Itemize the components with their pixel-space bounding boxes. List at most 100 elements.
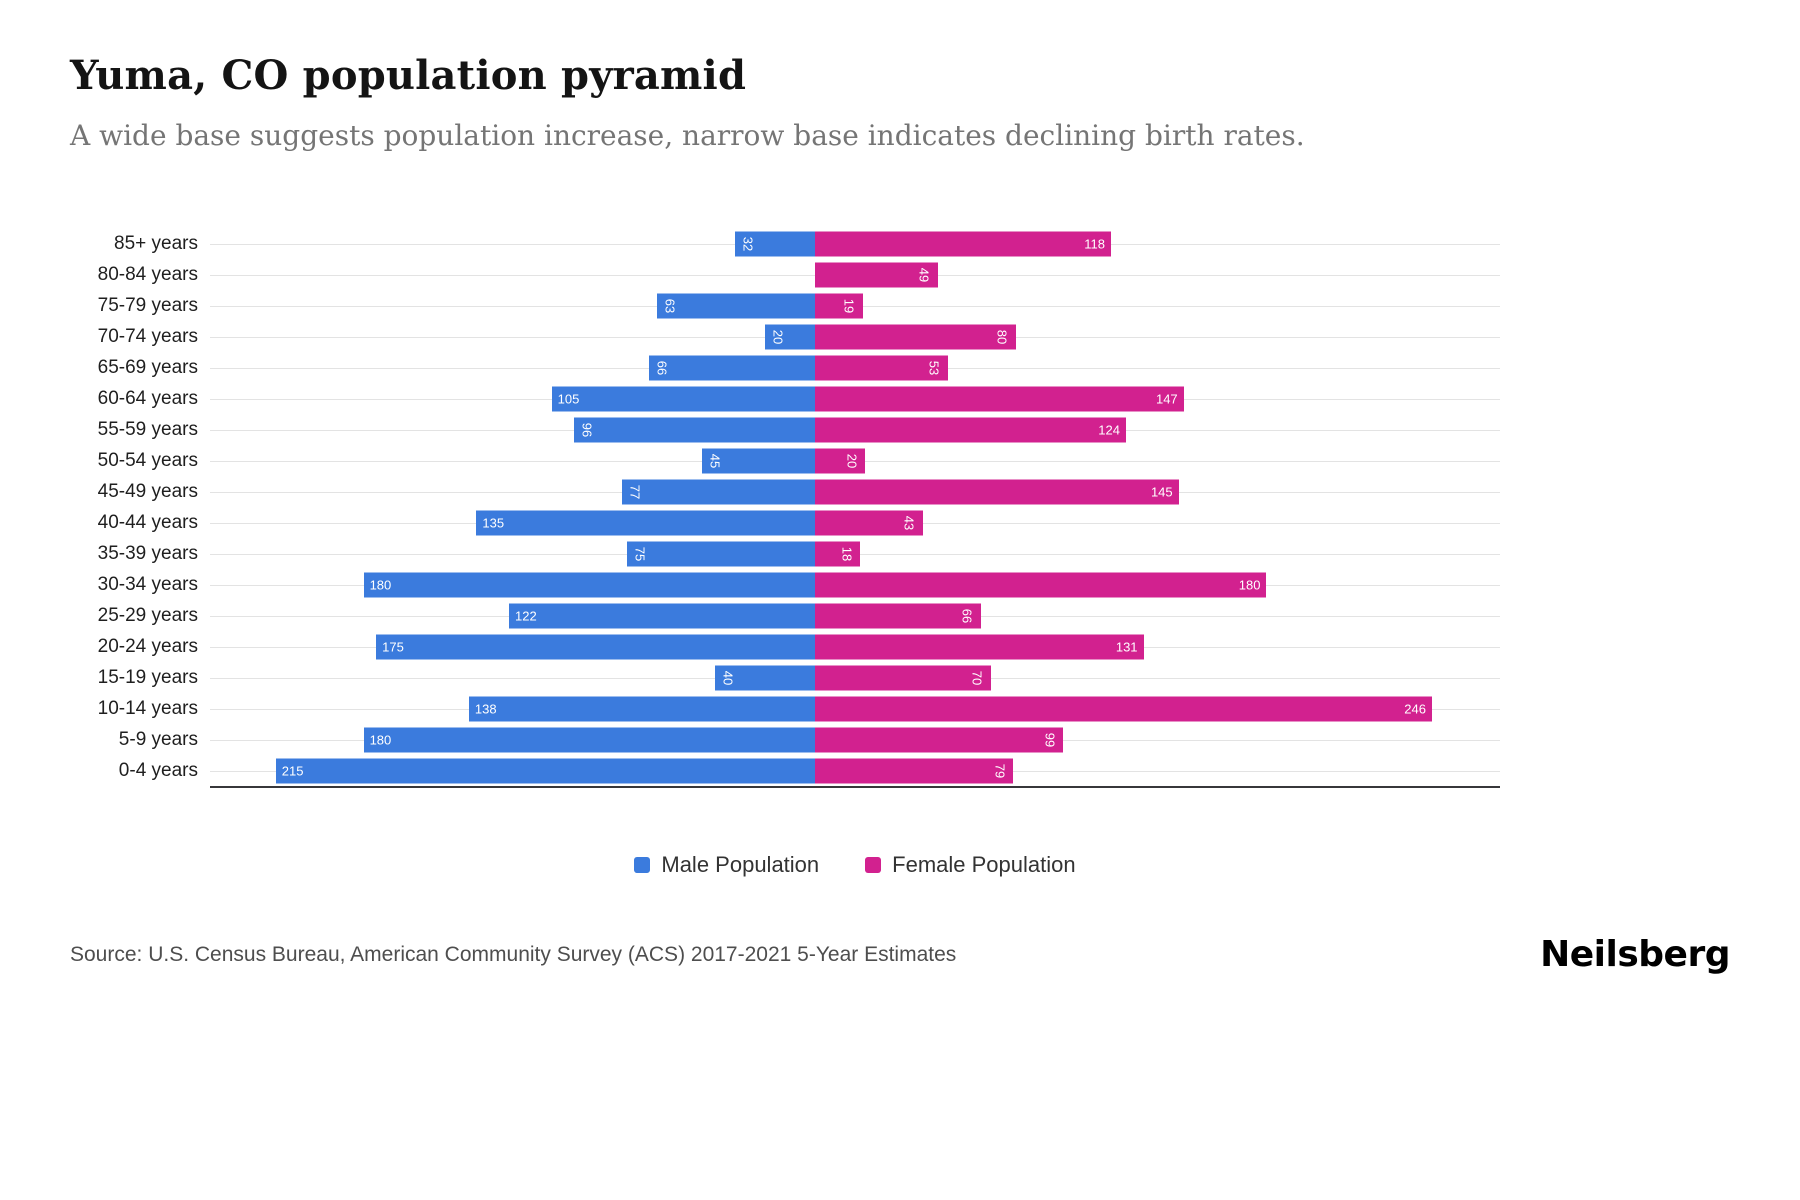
bar-value-label: 122 (515, 608, 537, 623)
legend-label: Female Population (892, 852, 1076, 877)
bar-value-label: 20 (770, 329, 786, 344)
row-plot-area: 66 53 (210, 352, 1500, 383)
row-plot-area: 40 70 (210, 662, 1500, 693)
bar-value-label: 175 (382, 639, 404, 654)
bar-male: 175 (376, 634, 815, 659)
chart-row: 65-69 years 66 53 (70, 352, 1730, 383)
chart-title: Yuma, CO population pyramid (70, 52, 747, 99)
age-group-label: 20-24 years (97, 635, 198, 657)
bar-male: 40 (714, 665, 815, 690)
neilsberg-logo: Neilsberg (1540, 934, 1730, 975)
legend-item-female[interactable]: Female Population (865, 852, 1076, 878)
age-group-label: 75-79 years (97, 294, 198, 316)
row-plot-area: 180 180 (210, 569, 1500, 600)
bar-value-label: 180 (369, 577, 392, 592)
row-plot-area: 45 20 (210, 445, 1500, 476)
chart-row: 5-9 years 180 99 (70, 724, 1730, 755)
age-group-label: 25-29 years (97, 604, 198, 626)
bar-value-label: 66 (655, 360, 671, 375)
chart-row: 10-14 years 138 246 (70, 693, 1730, 724)
bar-female: 131 (815, 634, 1144, 659)
chart-row: 20-24 years 175 131 (70, 631, 1730, 662)
age-group-label: 35-39 years (97, 542, 198, 564)
age-group-label: 85+ years (114, 232, 198, 254)
chart-row: 25-29 years 122 66 (70, 600, 1730, 631)
chart-row: 30-34 years 180 180 (70, 569, 1730, 600)
chart-row: 85+ years 32 118 (70, 228, 1730, 259)
bar-value-label: 145 (1150, 484, 1173, 499)
bar-value-label: 63 (662, 298, 678, 313)
bar-male: 20 (764, 324, 815, 349)
row-plot-area: 63 19 (210, 290, 1500, 321)
bar-value-label: 180 (1238, 577, 1261, 592)
x-axis-line (210, 786, 1500, 788)
bar-value-label: 18 (839, 546, 855, 561)
bar-female: 43 (815, 510, 923, 535)
bar-male: 32 (734, 231, 815, 256)
row-plot-area: 32 118 (210, 228, 1500, 259)
row-plot-area: 122 66 (210, 600, 1500, 631)
population-pyramid-chart: 85+ years 32 118 80-84 years 49 75-79 years 63… (70, 228, 1730, 786)
bar-female: 80 (815, 324, 1016, 349)
bar-female: 124 (815, 417, 1126, 442)
bar-value-label: 135 (482, 515, 505, 530)
row-plot-area: 77 145 (210, 476, 1500, 507)
bar-value-label: 77 (627, 484, 643, 499)
footer: Source: U.S. Census Bureau, American Com… (70, 934, 1730, 975)
bar-male: 63 (657, 293, 815, 318)
source-text: Source: U.S. Census Bureau, American Com… (70, 942, 957, 966)
bar-male: 180 (363, 727, 815, 752)
bar-female: 19 (815, 293, 863, 318)
bar-female: 18 (815, 541, 861, 566)
row-plot-area: 49 (210, 259, 1500, 290)
chart-row: 75-79 years 63 19 (70, 290, 1730, 321)
bar-value-label: 80 (994, 329, 1010, 344)
row-plot-area: 75 18 (210, 538, 1500, 569)
bar-value-label: 32 (740, 236, 756, 251)
bar-male: 215 (275, 758, 815, 783)
bar-value-label: 43 (902, 515, 918, 530)
chart-row: 45-49 years 77 145 (70, 476, 1730, 507)
chart-row: 70-74 years 20 80 (70, 321, 1730, 352)
bar-male: 138 (468, 696, 815, 721)
bar-female: 145 (815, 479, 1179, 504)
bar-male: 135 (476, 510, 815, 535)
chart-subtitle: A wide base suggests population increase… (70, 119, 1305, 152)
bar-female: 180 (815, 572, 1267, 597)
bar-male: 122 (509, 603, 815, 628)
bar-value-label: 105 (557, 391, 580, 406)
age-group-label: 10-14 years (97, 697, 198, 719)
chart-row: 15-19 years 40 70 (70, 662, 1730, 693)
age-group-label: 5-9 years (118, 728, 198, 750)
bar-value-label: 215 (281, 763, 304, 778)
bar-female: 99 (815, 727, 1064, 752)
chart-row: 35-39 years 75 18 (70, 538, 1730, 569)
bar-female: 20 (815, 448, 866, 473)
bar-male: 45 (702, 448, 815, 473)
chart-row: 80-84 years 49 (70, 259, 1730, 290)
bar-male: 96 (574, 417, 815, 442)
bar-female: 147 (815, 386, 1184, 411)
legend-swatch-male (634, 857, 651, 873)
bar-value-label: 96 (579, 422, 595, 437)
bar-value-label: 53 (927, 360, 943, 375)
bar-value-label: 147 (1155, 391, 1178, 406)
row-plot-area: 135 43 (210, 507, 1500, 538)
row-plot-area: 20 80 (210, 321, 1500, 352)
age-group-label: 15-19 years (97, 666, 198, 688)
row-plot-area: 215 79 (210, 755, 1500, 786)
bar-value-label: 75 (632, 546, 648, 561)
bar-value-label: 19 (841, 298, 857, 313)
row-plot-area: 180 99 (210, 724, 1500, 755)
legend-label: Male Population (661, 852, 820, 877)
age-group-label: 40-44 years (97, 511, 198, 533)
bar-value-label: 40 (720, 670, 736, 685)
legend: Male Population Female Population (210, 852, 1500, 878)
legend-item-male[interactable]: Male Population (634, 852, 819, 878)
age-group-label: 45-49 years (97, 480, 198, 502)
bar-male: 77 (621, 479, 815, 504)
age-group-label: 60-64 years (97, 387, 198, 409)
age-group-label: 70-74 years (97, 325, 198, 347)
age-group-label: 65-69 years (97, 356, 198, 378)
bar-female: 66 (815, 603, 981, 628)
